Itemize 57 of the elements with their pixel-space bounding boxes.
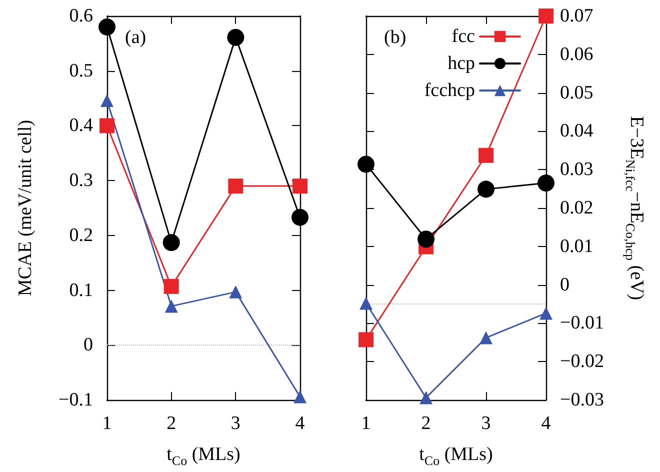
point: [360, 296, 372, 310]
y2-tick-label: 0.07: [560, 6, 594, 26]
point: [294, 390, 306, 404]
x-tick-label: 2: [166, 413, 176, 434]
legend-label: fcc: [452, 26, 475, 47]
point: [478, 180, 494, 198]
x-tick-label: 3: [481, 413, 491, 434]
x-tick-label: 3: [230, 413, 240, 434]
x-tick-label: 4: [295, 413, 306, 434]
y2-tick-label: −0.01: [560, 312, 604, 334]
point: [358, 332, 374, 348]
x-tick-label: 1: [361, 413, 371, 434]
point: [100, 94, 114, 107]
point: [540, 306, 552, 320]
legend-label: hcp: [448, 53, 475, 74]
annotation: (a): [125, 27, 146, 48]
y-tick-label: 0.2: [69, 224, 93, 246]
y-tick-label: 0.4: [69, 115, 94, 136]
point: [164, 278, 179, 294]
point: [292, 208, 308, 226]
point: [98, 18, 116, 36]
y2-tick-label: −0.03: [560, 390, 604, 410]
point: [478, 148, 494, 163]
point: [480, 331, 492, 344]
point: [162, 234, 180, 252]
annotation: (b): [384, 27, 406, 48]
y-tick-label: 0.1: [69, 280, 93, 301]
y-tick-label: −0.1: [58, 390, 93, 410]
point: [292, 178, 308, 194]
y-axis-title: MCAE (meV/unit cell): [15, 120, 36, 296]
x-tick-label: 4: [541, 413, 552, 434]
y2-tick-label: −0.02: [560, 351, 604, 372]
x-tick-label: 2: [421, 413, 431, 434]
y-tick-label: 0: [84, 334, 93, 356]
y-tick-label: 0.6: [69, 6, 93, 26]
point: [164, 300, 178, 313]
y-tick-label: 0.5: [69, 60, 93, 82]
y-tick-label: 0.3: [69, 170, 93, 192]
point: [420, 391, 432, 404]
point: [100, 118, 114, 134]
legend-label: fcchcp: [424, 80, 475, 101]
point: [538, 8, 554, 24]
point: [227, 28, 244, 46]
y2-tick-label: 0.01: [560, 236, 594, 257]
y2-tick-label: 0: [560, 274, 570, 296]
point: [358, 156, 374, 173]
y2-axis-title: E−3ENi,fcc−nECo,hcp (eV): [623, 116, 647, 300]
point: [418, 230, 434, 248]
point: [229, 285, 242, 298]
point: [228, 178, 244, 194]
y2-tick-label: 0.04: [560, 120, 594, 142]
y2-tick-label: 0.02: [560, 198, 594, 218]
x-tick-label: 1: [102, 413, 112, 434]
y2-tick-label: 0.06: [560, 44, 594, 65]
y2-tick-label: 0.05: [560, 82, 594, 104]
y2-tick-label: 0.03: [560, 159, 594, 180]
point: [538, 174, 554, 192]
